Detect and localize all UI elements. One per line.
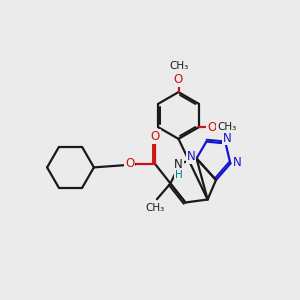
Text: N: N [232,156,242,170]
Text: CH₃: CH₃ [169,61,188,71]
Text: O: O [174,73,183,86]
Text: N: N [187,150,196,163]
Text: H: H [175,170,182,180]
Text: O: O [151,130,160,143]
Text: N: N [174,158,183,171]
Text: O: O [125,157,134,170]
Text: CH₃: CH₃ [217,122,236,132]
Text: CH₃: CH₃ [146,202,165,213]
Text: N: N [223,131,232,145]
Text: O: O [207,121,216,134]
